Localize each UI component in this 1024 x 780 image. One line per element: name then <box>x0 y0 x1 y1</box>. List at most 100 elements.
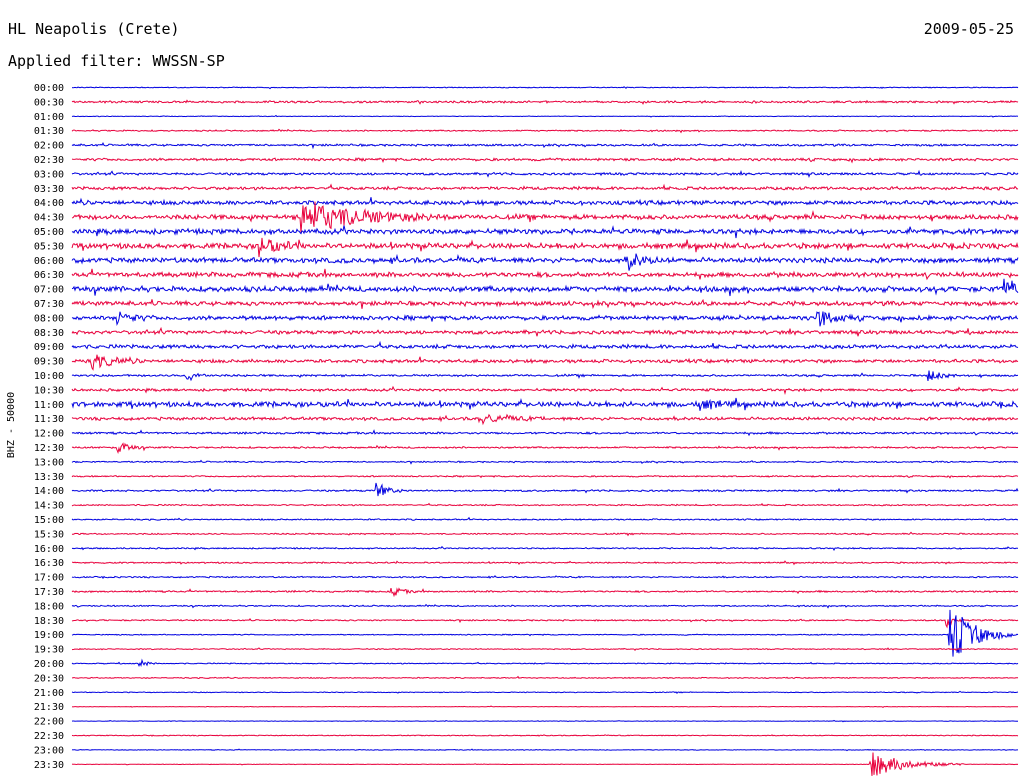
row-label-03-30: 03:30 <box>34 184 64 195</box>
row-label-10-30: 10:30 <box>34 385 64 396</box>
row-label-18-30: 18:30 <box>34 616 64 627</box>
row-label-16-00: 16:00 <box>34 544 64 555</box>
row-label-01-30: 01:30 <box>34 126 64 137</box>
trace-22-30 <box>71 734 1019 737</box>
trace-05-00 <box>71 225 1019 239</box>
trace-05-30 <box>71 237 1019 258</box>
trace-09-00 <box>71 340 1019 351</box>
row-label-18-00: 18:00 <box>34 601 64 612</box>
trace-21-00 <box>71 690 1019 694</box>
trace-00-30 <box>71 99 1019 105</box>
trace-16-30 <box>72 560 1018 566</box>
trace-15-00 <box>71 516 1018 521</box>
row-label-20-00: 20:00 <box>34 659 64 670</box>
station-title: HL Neapolis (Crete) <box>8 20 180 38</box>
trace-02-30 <box>71 157 1019 164</box>
row-label-23-00: 23:00 <box>34 745 64 756</box>
row-label-17-00: 17:00 <box>34 573 64 584</box>
trace-01-00 <box>71 114 1019 118</box>
trace-00-00 <box>71 86 1019 90</box>
trace-20-30 <box>72 675 1019 680</box>
trace-13-30 <box>71 474 1019 479</box>
trace-18-00 <box>71 603 1019 609</box>
row-label-08-00: 08:00 <box>34 313 64 324</box>
row-label-14-30: 14:30 <box>34 501 64 512</box>
row-label-10-00: 10:00 <box>34 371 64 382</box>
row-label-08-30: 08:30 <box>34 328 64 339</box>
row-label-04-30: 04:30 <box>34 213 64 224</box>
row-label-21-00: 21:00 <box>34 688 64 699</box>
trace-06-00 <box>71 253 1019 271</box>
trace-23-00 <box>71 748 1018 752</box>
row-label-00-30: 00:30 <box>34 97 64 108</box>
trace-08-30 <box>71 326 1019 337</box>
row-labels-group: 00:00 00:30 01:00 01:30 02:00 02:30 03:00 03:30… <box>34 83 64 771</box>
row-label-21-30: 21:30 <box>34 702 64 713</box>
row-label-05-00: 05:00 <box>34 227 64 238</box>
trace-19-30 <box>71 647 1019 651</box>
trace-04-00 <box>71 197 1019 207</box>
row-label-15-30: 15:30 <box>34 529 64 540</box>
trace-18-30 <box>71 618 1019 629</box>
y-axis-label: BHZ - 50000 <box>6 392 17 458</box>
row-label-19-30: 19:30 <box>34 645 64 656</box>
row-label-11-00: 11:00 <box>34 400 64 411</box>
trace-02-00 <box>71 141 1019 150</box>
trace-04-30 <box>71 201 1019 233</box>
trace-03-30 <box>71 183 1019 192</box>
trace-16-00 <box>71 545 1018 552</box>
row-label-17-30: 17:30 <box>34 587 64 598</box>
trace-19-00 <box>71 609 1019 657</box>
trace-12-00 <box>71 429 1019 437</box>
trace-10-00 <box>71 370 1018 382</box>
row-label-12-00: 12:00 <box>34 429 64 440</box>
trace-08-00 <box>71 311 1019 327</box>
trace-15-30 <box>71 531 1019 537</box>
row-label-02-00: 02:00 <box>34 141 64 152</box>
trace-23-30 <box>71 752 1019 776</box>
row-label-13-00: 13:00 <box>34 457 64 468</box>
traces-group <box>71 86 1019 776</box>
trace-13-00 <box>71 459 1019 465</box>
trace-11-30 <box>71 413 1019 426</box>
date-label: 2009-05-25 <box>923 20 1014 38</box>
row-label-02-30: 02:30 <box>34 155 64 166</box>
row-label-19-00: 19:00 <box>34 630 64 641</box>
row-label-01-00: 01:00 <box>34 112 64 123</box>
trace-11-00 <box>71 397 1018 411</box>
row-label-05-30: 05:30 <box>34 241 64 252</box>
trace-01-30 <box>71 128 1019 134</box>
row-label-22-30: 22:30 <box>34 731 64 742</box>
trace-14-00 <box>71 482 1019 497</box>
row-label-14-00: 14:00 <box>34 486 64 497</box>
row-label-12-30: 12:30 <box>34 443 64 454</box>
row-label-23-30: 23:30 <box>34 760 64 771</box>
trace-06-30 <box>71 268 1019 281</box>
trace-10-30 <box>71 385 1019 396</box>
row-label-16-30: 16:30 <box>34 558 64 569</box>
row-label-15-00: 15:00 <box>34 515 64 526</box>
row-label-11-30: 11:30 <box>34 414 64 425</box>
row-label-07-00: 07:00 <box>34 285 64 296</box>
trace-14-30 <box>71 502 1019 507</box>
trace-03-00 <box>71 169 1019 179</box>
row-label-22-00: 22:00 <box>34 717 64 728</box>
trace-17-00 <box>71 575 1019 580</box>
row-label-03-00: 03:00 <box>34 169 64 180</box>
row-label-04-00: 04:00 <box>34 198 64 209</box>
trace-12-30 <box>71 442 1019 455</box>
trace-20-00 <box>71 658 1019 668</box>
trace-07-30 <box>71 298 1019 310</box>
row-label-20-30: 20:30 <box>34 673 64 684</box>
filter-label: Applied filter: WWSSN-SP <box>8 52 225 70</box>
row-label-07-30: 07:30 <box>34 299 64 310</box>
row-label-13-30: 13:30 <box>34 472 64 483</box>
trace-17-30 <box>71 587 1019 598</box>
row-label-09-30: 09:30 <box>34 357 64 368</box>
row-label-06-00: 06:00 <box>34 256 64 267</box>
trace-22-00 <box>71 719 1019 723</box>
trace-07-00 <box>71 278 1019 297</box>
row-label-09-00: 09:00 <box>34 342 64 353</box>
trace-09-30 <box>71 354 1019 371</box>
